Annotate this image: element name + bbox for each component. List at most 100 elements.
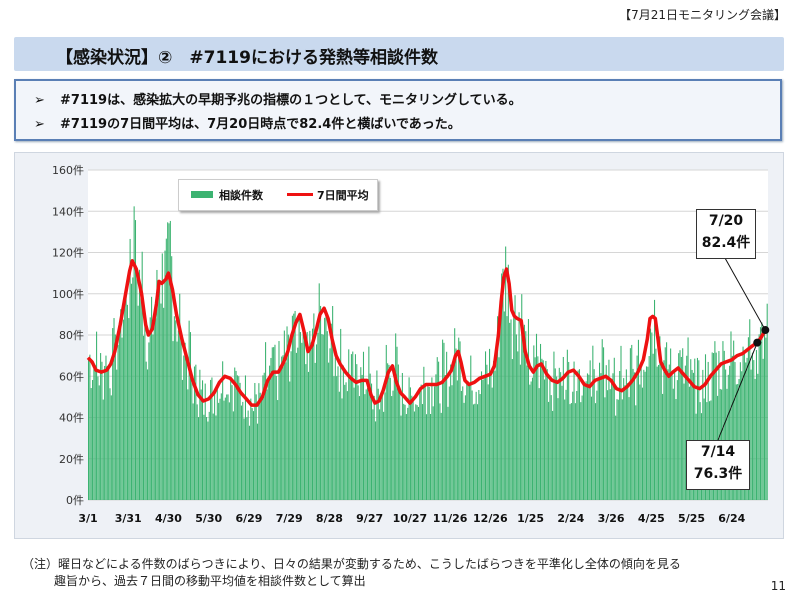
daily-bar bbox=[130, 283, 132, 500]
daily-bar bbox=[682, 348, 684, 500]
daily-bar bbox=[342, 365, 344, 500]
daily-bar bbox=[633, 372, 635, 500]
daily-bar bbox=[220, 393, 222, 500]
daily-bar bbox=[133, 206, 135, 501]
daily-bar bbox=[239, 382, 241, 500]
daily-bar bbox=[733, 340, 735, 500]
daily-bar bbox=[656, 366, 658, 500]
daily-bar bbox=[468, 382, 470, 500]
daily-bar bbox=[576, 390, 578, 500]
daily-bar bbox=[641, 387, 643, 500]
daily-bar bbox=[93, 368, 95, 500]
daily-bar bbox=[738, 379, 740, 500]
daily-bar bbox=[251, 408, 253, 500]
daily-bar bbox=[758, 334, 760, 500]
daily-bar bbox=[407, 407, 409, 500]
daily-bar bbox=[180, 331, 182, 500]
daily-bar bbox=[476, 404, 479, 500]
daily-bar bbox=[117, 344, 119, 500]
daily-bar bbox=[485, 351, 487, 500]
daily-bar bbox=[686, 355, 688, 500]
daily-bar bbox=[632, 368, 634, 500]
x-tick-label: 1/25 bbox=[517, 512, 544, 525]
daily-bar bbox=[546, 369, 548, 500]
daily-bar bbox=[527, 319, 529, 500]
daily-bar bbox=[360, 367, 362, 500]
daily-bar bbox=[428, 386, 430, 500]
daily-bar bbox=[616, 399, 618, 500]
daily-bar bbox=[599, 362, 601, 500]
daily-bar bbox=[462, 386, 464, 500]
daily-bar bbox=[344, 384, 346, 500]
daily-bar bbox=[184, 342, 186, 500]
daily-bar bbox=[645, 366, 648, 500]
daily-bar bbox=[631, 344, 633, 500]
daily-bar bbox=[189, 332, 192, 500]
daily-bar bbox=[511, 359, 513, 500]
daily-bar bbox=[148, 342, 150, 500]
daily-bar bbox=[628, 397, 630, 500]
daily-bar bbox=[566, 349, 568, 500]
daily-bar bbox=[244, 375, 246, 500]
daily-bar bbox=[731, 355, 733, 500]
daily-bar bbox=[742, 346, 744, 500]
daily-bar bbox=[380, 394, 382, 500]
daily-bar bbox=[373, 395, 375, 500]
daily-bar bbox=[505, 246, 507, 500]
daily-bar bbox=[696, 357, 698, 500]
daily-bar bbox=[341, 398, 343, 500]
legend-bar-label: 相談件数 bbox=[219, 189, 263, 202]
y-tick-label: 60件 bbox=[59, 370, 84, 383]
daily-bar bbox=[303, 340, 306, 500]
daily-bar bbox=[522, 337, 524, 500]
daily-bar bbox=[459, 341, 461, 500]
daily-bar bbox=[519, 364, 521, 500]
daily-bar bbox=[586, 373, 589, 500]
daily-bar bbox=[734, 362, 736, 500]
daily-bar bbox=[594, 403, 597, 500]
daily-bar bbox=[670, 348, 672, 500]
daily-bar bbox=[291, 315, 293, 500]
daily-bar bbox=[592, 345, 594, 500]
daily-bar bbox=[403, 403, 405, 500]
daily-bar bbox=[269, 365, 271, 500]
meeting-tag: 【7月21日モニタリング会議】 bbox=[619, 8, 786, 22]
daily-bar bbox=[447, 406, 449, 500]
daily-bar bbox=[463, 402, 465, 500]
daily-bar bbox=[163, 307, 165, 500]
page-title: 【感染状況】② #7119における発熱等相談件数 bbox=[56, 48, 438, 68]
daily-bar bbox=[570, 403, 572, 500]
daily-bar bbox=[556, 376, 558, 500]
daily-bar bbox=[439, 403, 441, 500]
daily-bar bbox=[464, 395, 466, 500]
daily-bar bbox=[90, 388, 92, 500]
daily-bar bbox=[711, 352, 713, 500]
daily-bar bbox=[730, 331, 732, 500]
daily-bar bbox=[97, 376, 99, 500]
daily-bar bbox=[193, 366, 196, 500]
daily-bar bbox=[652, 353, 654, 500]
y-tick-label: 160件 bbox=[52, 164, 84, 177]
daily-bar bbox=[679, 350, 681, 500]
page-number: 11 bbox=[770, 579, 786, 593]
legend-bar-swatch bbox=[191, 191, 213, 198]
daily-bar bbox=[377, 388, 379, 500]
daily-bar bbox=[663, 360, 665, 500]
daily-bar bbox=[138, 269, 141, 500]
x-tick-label: 3/31 bbox=[115, 512, 142, 525]
daily-bar bbox=[361, 374, 363, 500]
daily-bar bbox=[345, 382, 347, 500]
daily-bar bbox=[525, 331, 527, 500]
x-tick-label: 6/29 bbox=[235, 512, 262, 525]
daily-bar bbox=[466, 381, 468, 500]
data-point-marker bbox=[753, 338, 762, 347]
x-tick-label: 10/27 bbox=[393, 512, 428, 525]
daily-bar bbox=[535, 333, 538, 500]
daily-bar bbox=[541, 358, 543, 500]
daily-bar bbox=[451, 385, 453, 500]
daily-bar bbox=[493, 360, 495, 500]
daily-bar bbox=[637, 339, 639, 500]
daily-bar bbox=[704, 354, 707, 500]
daily-bar bbox=[430, 413, 432, 500]
daily-bar bbox=[487, 384, 489, 500]
